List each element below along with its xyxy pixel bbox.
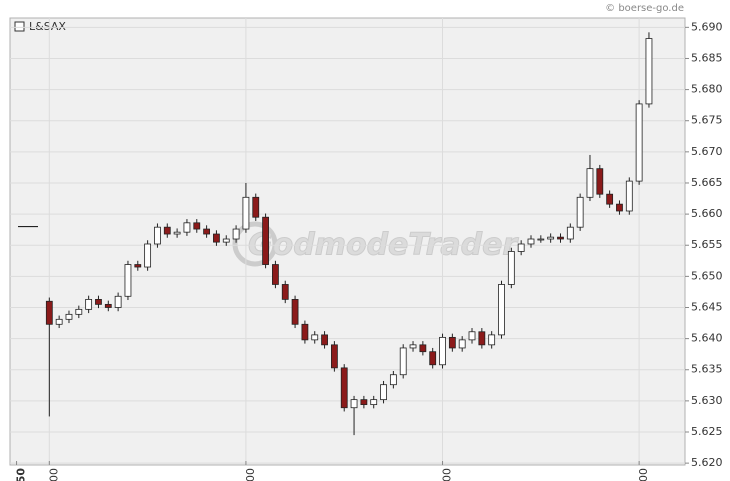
- x-tick-label: 07:50: [15, 468, 28, 481]
- y-tick-label: 5.680: [691, 83, 723, 96]
- watermark-logo: [232, 221, 278, 267]
- candle-body: [517, 243, 525, 252]
- y-tick-label: 5.670: [691, 145, 723, 158]
- candle-body: [596, 168, 604, 195]
- candle-body: [291, 298, 299, 325]
- candle-body: [213, 233, 220, 243]
- candle-body: [55, 318, 63, 325]
- candle-body: [45, 300, 53, 325]
- y-tick-label: 5.685: [691, 51, 723, 64]
- x-tick-label: 11:00: [637, 468, 650, 481]
- candle-body: [173, 231, 181, 235]
- y-tick-label: 5.640: [691, 332, 723, 345]
- legend-swatch: [14, 21, 25, 32]
- candle-body: [134, 264, 142, 268]
- y-tick-label: 5.690: [691, 20, 723, 33]
- candle-body: [566, 226, 574, 240]
- candle-body: [458, 339, 466, 349]
- candle-body: [222, 238, 230, 243]
- candle-body: [183, 222, 191, 233]
- candle-body: [429, 351, 437, 366]
- candle-body: [557, 236, 564, 240]
- candle-body: [498, 284, 505, 336]
- candle-body: [645, 38, 653, 105]
- candle-body: [370, 399, 378, 406]
- y-tick-label: 5.625: [691, 425, 723, 438]
- candle-body: [488, 334, 496, 346]
- candle-body: [262, 216, 269, 265]
- y-tick-label: 5.665: [691, 176, 723, 189]
- x-tick-label: 08:00: [47, 468, 60, 481]
- candle-body: [537, 238, 545, 241]
- candle-body: [340, 367, 348, 409]
- candle-body: [350, 399, 358, 409]
- candle-body: [507, 251, 515, 285]
- legend-label: L&SAX: [29, 20, 66, 33]
- x-tick-label: 10:00: [441, 468, 454, 481]
- candle-body: [380, 384, 387, 401]
- candle-body: [360, 399, 368, 406]
- candle-body: [576, 196, 584, 228]
- watermark: GodmodeTrader: [232, 221, 520, 267]
- candle-body: [527, 238, 535, 245]
- candle-body: [281, 284, 289, 300]
- y-tick-label: 5.645: [691, 300, 723, 313]
- candle-body: [468, 331, 476, 341]
- y-tick-label: 5.655: [691, 238, 723, 251]
- y-tick-label: 5.660: [691, 207, 723, 220]
- candle-body: [104, 303, 112, 308]
- candle-body: [144, 243, 152, 268]
- candle-body: [252, 196, 260, 218]
- candle-body: [95, 298, 102, 305]
- candle-body: [311, 334, 319, 341]
- candle-body: [114, 295, 122, 308]
- candle-body: [330, 344, 338, 369]
- y-tick-label: 5.675: [691, 114, 723, 127]
- candle-body: [154, 226, 161, 245]
- candle-body: [301, 323, 309, 341]
- candle-body: [399, 347, 407, 376]
- x-tick-label: 09:00: [244, 468, 257, 481]
- candle-body: [478, 331, 486, 346]
- candle-body: [163, 226, 171, 235]
- candle-body: [85, 298, 93, 310]
- candle-body: [606, 193, 614, 205]
- candle-body: [65, 313, 73, 320]
- candle-body: [448, 336, 456, 349]
- candle-body: [625, 180, 633, 212]
- candle-body: [547, 236, 555, 240]
- candle-body: [232, 228, 240, 240]
- candle-body: [635, 103, 643, 182]
- candle-body: [586, 168, 594, 198]
- candle-body: [203, 228, 211, 235]
- y-tick-label: 5.635: [691, 363, 723, 376]
- candle-body: [124, 264, 132, 297]
- candle-body: [389, 374, 397, 386]
- candle-body: [321, 334, 328, 346]
- candle-body: [419, 344, 427, 353]
- candle-body: [439, 336, 446, 366]
- copyright: © boerse-go.de: [605, 3, 684, 14]
- y-tick-label: 5.620: [691, 456, 723, 469]
- y-tick-label: 5.650: [691, 269, 723, 282]
- candle-body: [616, 203, 623, 212]
- candle-body: [409, 344, 417, 349]
- y-tick-label: 5.630: [691, 394, 723, 407]
- candle-body: [242, 196, 250, 230]
- candle-body: [272, 264, 279, 285]
- candle-body: [193, 222, 201, 230]
- candle-body: [75, 308, 83, 315]
